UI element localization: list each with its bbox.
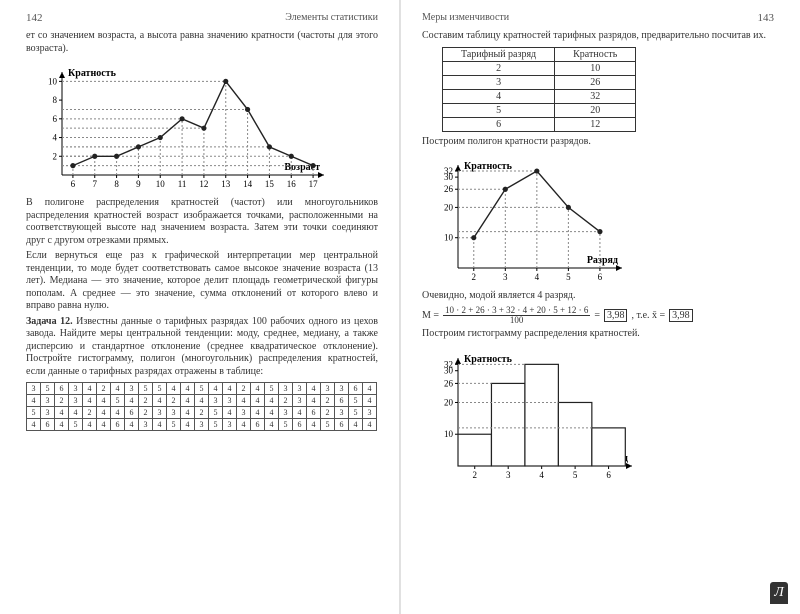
svg-text:5: 5 — [573, 470, 578, 480]
eq-fraction: 10 · 2 + 26 · 3 + 32 · 4 + 20 · 5 + 12 ·… — [443, 306, 590, 326]
svg-text:13: 13 — [221, 179, 231, 189]
svg-text:12: 12 — [199, 179, 208, 189]
eq-result2: 3,98 — [669, 309, 693, 322]
svg-text:32: 32 — [444, 166, 453, 176]
svg-text:10: 10 — [444, 233, 454, 243]
eq-equals: = — [594, 310, 600, 321]
right-running-head: Меры изменчивости — [422, 12, 509, 24]
svg-text:6: 6 — [606, 470, 611, 480]
publisher-mark-icon: Л — [770, 582, 788, 604]
left-para1: В полигоне распределения кратностей (час… — [26, 197, 378, 247]
eq-tail: , т.е. x̄ = — [631, 310, 665, 321]
frequency-table: Тарифный разрядКратность210326432520612 — [442, 47, 636, 132]
svg-text:2: 2 — [53, 151, 58, 161]
svg-text:20: 20 — [444, 202, 454, 212]
svg-text:Кратность: Кратность — [464, 161, 513, 172]
eq-result: 3,98 — [604, 309, 628, 322]
svg-text:14: 14 — [243, 179, 253, 189]
left-running-head: Элементы статистики — [285, 12, 378, 24]
right-lead: Составим таблицу кратностей тарифных раз… — [422, 30, 774, 43]
svg-text:2: 2 — [472, 470, 477, 480]
svg-text:4: 4 — [53, 133, 58, 143]
svg-text:15: 15 — [265, 179, 275, 189]
svg-text:8: 8 — [53, 95, 58, 105]
left-page-number: 142 — [26, 12, 43, 24]
svg-text:Разряд: Разряд — [587, 255, 618, 266]
svg-text:Кратность: Кратность — [68, 68, 117, 79]
svg-text:4: 4 — [535, 272, 540, 282]
mode-line: Очевидно, модой является 4 разряд. — [422, 290, 774, 303]
left-para2: Если вернуться еще раз к графической инт… — [26, 250, 378, 313]
svg-text:4: 4 — [539, 470, 544, 480]
svg-text:6: 6 — [71, 179, 76, 189]
left-header: 142 Элементы статистики — [26, 12, 378, 24]
task12: Задача 12. Известны данные о тарифных ра… — [26, 316, 378, 379]
rank-frequency-polygon: 102026303223456КратностьРазряд — [430, 151, 630, 286]
age-frequency-polygon: 24681067891011121314151617КратностьВозра… — [34, 58, 334, 193]
right-page-number: 143 — [758, 12, 775, 24]
svg-text:3: 3 — [503, 272, 508, 282]
svg-text:11: 11 — [178, 179, 187, 189]
svg-text:26: 26 — [444, 378, 454, 388]
raw-data-grid: 3563424355445442453343364432344542424433… — [26, 382, 377, 431]
svg-text:10: 10 — [444, 429, 454, 439]
svg-text:26: 26 — [444, 184, 454, 194]
svg-text:6: 6 — [598, 272, 603, 282]
svg-text:Кратность: Кратность — [464, 354, 513, 365]
svg-text:7: 7 — [93, 179, 98, 189]
svg-text:3: 3 — [506, 470, 511, 480]
svg-text:20: 20 — [444, 397, 454, 407]
page-left: 142 Элементы статистики ет со значением … — [0, 0, 400, 614]
svg-text:10: 10 — [156, 179, 166, 189]
svg-text:9: 9 — [136, 179, 141, 189]
eq-lhs: M = — [422, 310, 439, 321]
rank-histogram: 102026303223456КратностьРазряд — [430, 344, 640, 484]
mean-equation: M = 10 · 2 + 26 · 3 + 32 · 4 + 20 · 5 + … — [422, 306, 774, 326]
book-spread: 142 Элементы статистики ет со значением … — [0, 0, 800, 614]
page-right: Меры изменчивости 143 Составим таблицу к… — [400, 0, 800, 614]
task12-text: Известны данные о тарифных разрядах 100 … — [26, 316, 378, 377]
svg-text:32: 32 — [444, 359, 453, 369]
svg-text:2: 2 — [472, 272, 477, 282]
eq-denominator: 100 — [510, 316, 524, 325]
svg-text:8: 8 — [114, 179, 119, 189]
svg-text:17: 17 — [309, 179, 319, 189]
svg-text:5: 5 — [566, 272, 571, 282]
svg-text:16: 16 — [287, 179, 297, 189]
task12-label: Задача 12. — [26, 316, 73, 327]
hist-label: Построим гистограмму распределения кратн… — [422, 328, 774, 341]
svg-text:10: 10 — [48, 76, 58, 86]
right-header: Меры изменчивости 143 — [422, 12, 774, 24]
svg-text:6: 6 — [53, 114, 58, 124]
polygon-label: Построим полигон кратности разрядов. — [422, 136, 774, 149]
left-intro: ет со значением возраста, а высота равна… — [26, 30, 378, 55]
